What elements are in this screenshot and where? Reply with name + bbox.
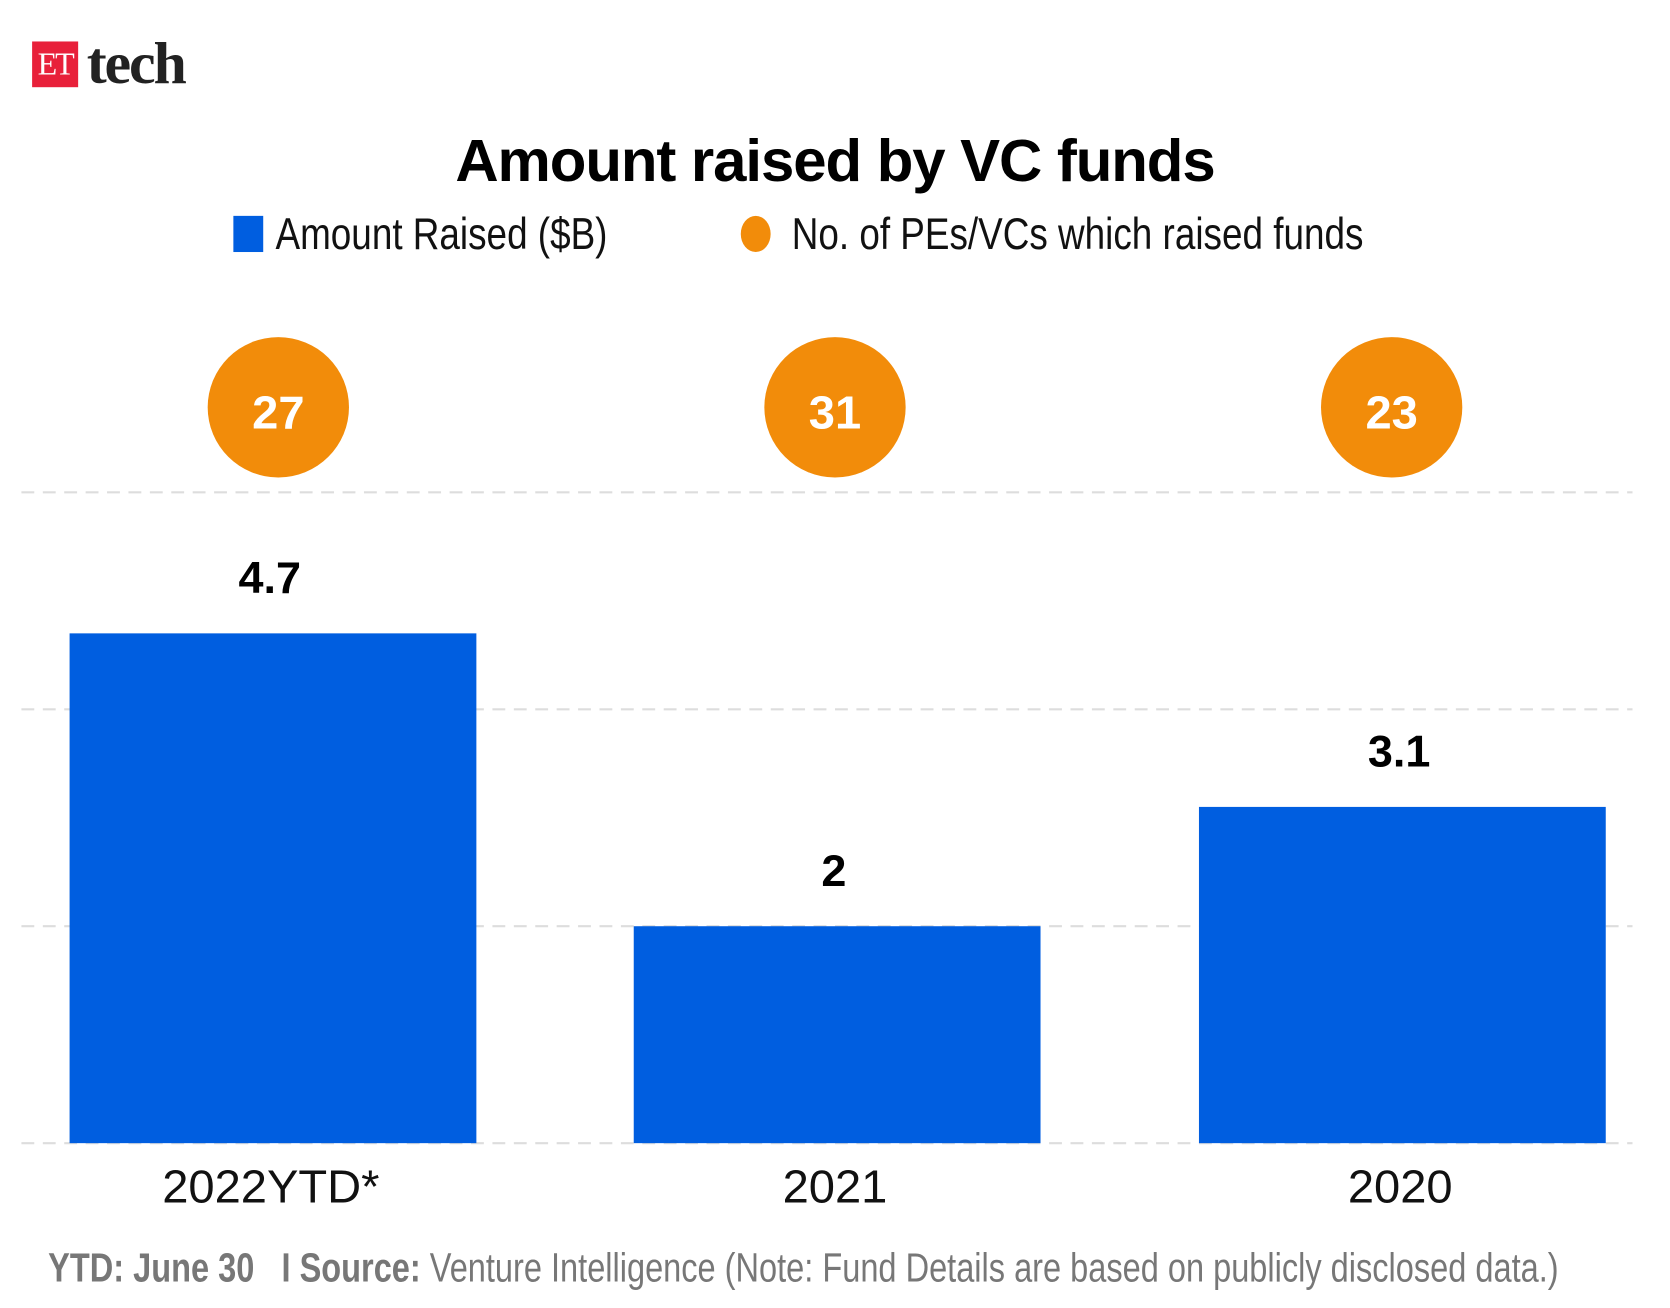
legend-circle-icon <box>740 215 771 253</box>
count-label: 27 <box>252 387 304 439</box>
legend-label: Amount Raised ($B) <box>275 208 608 259</box>
source-label: Source: <box>299 1246 421 1291</box>
bar <box>1198 806 1606 1144</box>
category-label: 2020 <box>1348 1161 1453 1213</box>
category-label: 2022YTD* <box>162 1161 379 1213</box>
count-label: 23 <box>1365 387 1417 439</box>
count-circle <box>764 337 906 478</box>
bar-value-label: 2 <box>821 846 846 896</box>
bar <box>69 633 477 1144</box>
logo-et-mark: ET <box>32 41 79 88</box>
count-label: 31 <box>809 387 861 439</box>
legend-label: No. of PEs/VCs which raised funds <box>791 208 1364 259</box>
bar-value-label: 3.1 <box>1368 727 1430 777</box>
et-tech-logo: ET tech <box>32 30 187 97</box>
bar-value-label: 4.7 <box>239 553 301 603</box>
logo-tech-text: tech <box>86 30 187 97</box>
legend: Amount Raised ($B) No. of PEs/VCs which … <box>0 208 1670 261</box>
footer-note: YTD: June 30 I Source: Venture Intellige… <box>48 1246 1558 1292</box>
count-circle <box>207 337 349 478</box>
bar <box>633 926 1041 1144</box>
ytd-note: YTD: June 30 <box>48 1246 255 1291</box>
category-label: 2021 <box>783 1161 888 1213</box>
chart-title: Amount raised by VC funds <box>455 126 1215 194</box>
source-text: Venture Intelligence (Note: Fund Details… <box>429 1246 1559 1291</box>
separator: I <box>281 1246 291 1291</box>
legend-item-amount: Amount Raised ($B) <box>233 208 607 259</box>
count-circle <box>1320 337 1463 478</box>
legend-square-icon <box>233 215 264 253</box>
legend-item-count: No. of PEs/VCs which raised funds <box>740 208 1364 259</box>
